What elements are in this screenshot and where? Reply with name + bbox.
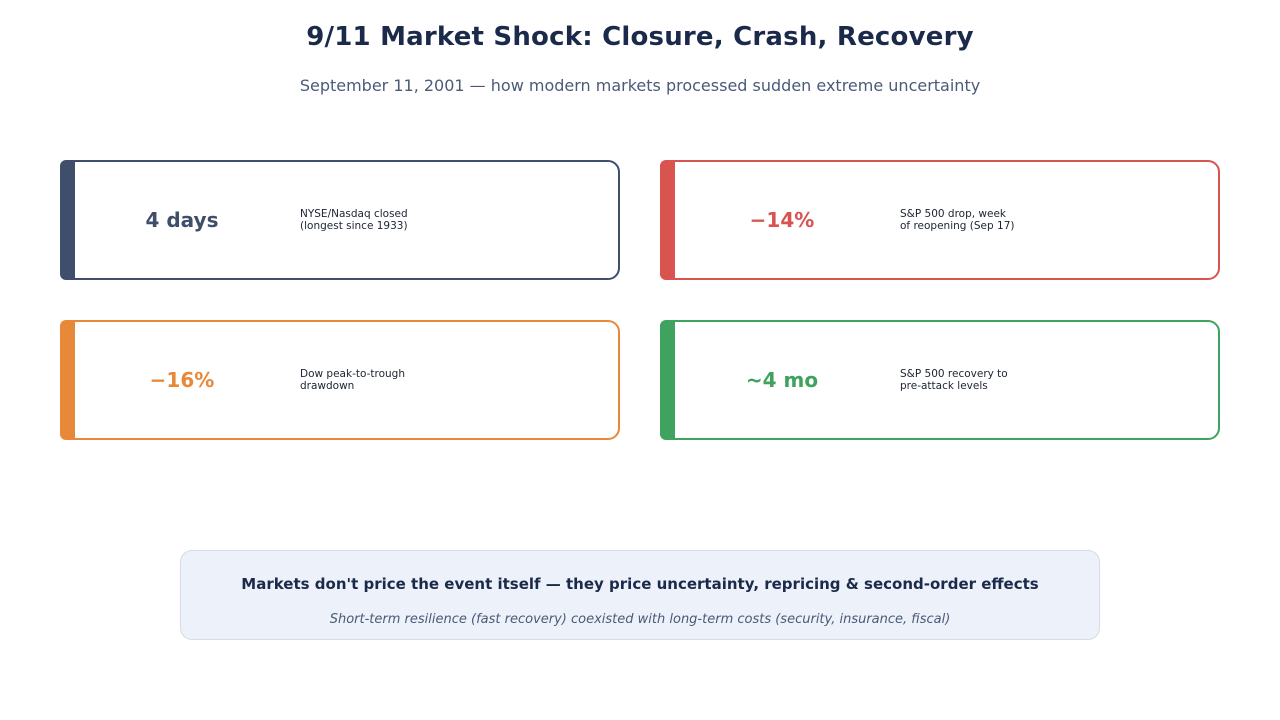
stat-description: S&P 500 recovery to pre-attack levels [900, 368, 1008, 392]
callout-headline: Markets don't price the event itself — t… [241, 575, 1039, 593]
stat-description: S&P 500 drop, week of reopening (Sep 17) [900, 208, 1015, 232]
stat-value: −14% [749, 208, 815, 232]
stat-value: ~4 mo [745, 368, 819, 392]
page-subtitle: September 11, 2001 — how modern markets … [299, 76, 981, 95]
card-accent-bar [660, 160, 675, 280]
key-takeaway-callout: Markets don't price the event itself — t… [180, 550, 1100, 640]
page-title: 9/11 Market Shock: Closure, Crash, Recov… [306, 22, 974, 52]
stat-card-sp500-drop: −14% S&P 500 drop, week of reopening (Se… [660, 160, 1220, 280]
stat-value: −16% [149, 368, 215, 392]
stat-value: 4 days [145, 208, 219, 232]
card-accent-bar [60, 160, 75, 280]
stat-description: Dow peak-to-trough drawdown [300, 368, 405, 392]
stat-card-market-closure: 4 days NYSE/Nasdaq closed (longest since… [60, 160, 620, 280]
card-accent-bar [660, 320, 675, 440]
card-accent-bar [60, 320, 75, 440]
stat-card-dow-drawdown: −16% Dow peak-to-trough drawdown [60, 320, 620, 440]
callout-note: Short-term resilience (fast recovery) co… [329, 612, 951, 627]
stat-card-recovery-time: ~4 mo S&P 500 recovery to pre-attack lev… [660, 320, 1220, 440]
stat-description: NYSE/Nasdaq closed (longest since 1933) [300, 208, 408, 232]
